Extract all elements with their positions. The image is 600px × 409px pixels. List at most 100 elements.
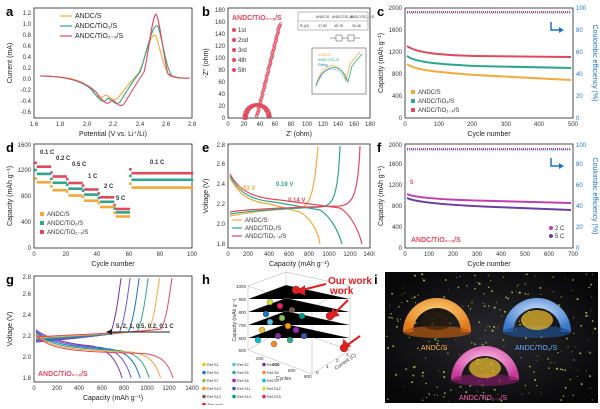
rate-point xyxy=(150,171,153,175)
rate-point xyxy=(54,181,58,185)
cycle-curve-andc xyxy=(406,63,572,81)
rate-point xyxy=(111,196,115,199)
literature-point xyxy=(286,336,294,344)
svg-text:40: 40 xyxy=(94,252,101,258)
eis-point xyxy=(273,40,278,45)
panel-h-xticks: 200 400 600 800 xyxy=(256,356,312,379)
svg-text:300: 300 xyxy=(472,252,483,258)
rate-point xyxy=(77,181,81,185)
svg-text:ANDC/S: ANDC/S xyxy=(75,13,102,20)
rate-point xyxy=(64,188,67,192)
svg-text:ANDC/TiO₂₋ₓ/S: ANDC/TiO₂₋ₓ/S xyxy=(350,15,375,19)
rate-point xyxy=(176,178,180,182)
rate-point xyxy=(120,215,123,218)
panel-e-annot-1: 0.23 V xyxy=(238,186,255,192)
svg-text:2.4: 2.4 xyxy=(23,313,32,319)
svg-text:1200: 1200 xyxy=(343,252,357,258)
eis-point xyxy=(266,69,271,73)
svg-text:120: 120 xyxy=(318,122,329,128)
rate-point xyxy=(52,188,56,192)
svg-text:900: 900 xyxy=(238,297,246,302)
gcd-rate-discharge xyxy=(35,334,174,379)
panel-f-legend: 2 C 5 C xyxy=(549,226,565,240)
rate-point xyxy=(155,171,158,175)
rate-point xyxy=(152,186,156,189)
sulfur-particle xyxy=(571,290,573,291)
rate-point xyxy=(48,181,52,184)
rate-point xyxy=(43,181,47,184)
rate-point xyxy=(113,203,116,207)
rate-point xyxy=(39,165,42,168)
panel-g-frame xyxy=(33,275,193,383)
panel-g-yticks: 1.8 2.0 2.2 2.4 2.6 2.8 xyxy=(23,275,32,382)
sulfur-particle xyxy=(564,277,566,279)
svg-text:0: 0 xyxy=(32,252,36,258)
sulfur-particle xyxy=(482,391,485,394)
svg-text:800: 800 xyxy=(392,204,403,210)
literature-point xyxy=(276,302,284,310)
svg-text:1000: 1000 xyxy=(236,284,247,289)
eis-point xyxy=(264,106,269,110)
legend-swatch xyxy=(262,394,266,399)
svg-text:400: 400 xyxy=(392,225,403,231)
rate-point xyxy=(81,189,85,192)
sulfur-particle xyxy=(479,343,481,345)
rate-point xyxy=(86,188,89,191)
sulfur-particle xyxy=(455,338,457,340)
rate-point xyxy=(104,196,108,199)
svg-text:1400: 1400 xyxy=(185,386,199,392)
rate-point xyxy=(57,188,60,192)
panel-c-yticks: 0 400 800 1200 1600 2000 xyxy=(389,6,403,122)
panel-g-letter: g xyxy=(6,272,14,287)
sulfur-particle xyxy=(399,318,402,321)
sphere-andc-label: ANDC/S xyxy=(421,345,448,352)
sulfur-particle xyxy=(585,273,588,275)
rate-point xyxy=(80,181,83,185)
rate-point xyxy=(118,215,121,218)
sulfur-particle xyxy=(518,320,521,323)
rate-point xyxy=(59,175,63,178)
sulfur-particle xyxy=(391,317,394,319)
literature-point xyxy=(274,332,282,340)
sulfur-particle xyxy=(502,276,505,278)
gcd-discharge-tio2 xyxy=(229,175,343,245)
panel-h-legend: Ref.S1 Ref.S2 Ref.S3 Ref.S4 Ref.S5 Ref.S6 Ref.… xyxy=(202,362,281,405)
legend-entry: Ref.S12 xyxy=(267,387,281,391)
rate-point xyxy=(88,199,92,202)
svg-text:120: 120 xyxy=(215,44,226,50)
sulfur-particle xyxy=(401,294,403,296)
svg-text:0.2: 0.2 xyxy=(23,66,32,72)
sphere-tio2-label: ANDC/TiO₂/S xyxy=(515,345,557,352)
panel-g-xticks: 0 200 400 600 800 1000 1200 1400 xyxy=(32,386,199,392)
legend-swatch xyxy=(202,394,206,399)
rate-point xyxy=(127,207,131,211)
rate-point xyxy=(73,194,76,197)
rate-point xyxy=(159,171,163,175)
rate-point xyxy=(171,178,175,182)
svg-text:2.6: 2.6 xyxy=(217,162,226,168)
svg-text:200: 200 xyxy=(448,252,459,258)
svg-text:200: 200 xyxy=(243,252,254,258)
rate-point xyxy=(131,186,134,189)
sulfur-particle xyxy=(448,289,449,291)
panel-e-ylabel: Voltage (V) xyxy=(203,179,210,214)
rate-point xyxy=(99,196,103,199)
sulfur-particle xyxy=(493,388,496,391)
svg-text:-0.6: -0.6 xyxy=(21,110,32,116)
panel-e-annot-2: 0.19 V xyxy=(276,182,293,188)
sulfur-particle xyxy=(466,284,468,287)
sulfur-particle xyxy=(523,274,525,276)
sulfur-particle xyxy=(474,287,476,290)
rate-point xyxy=(178,171,182,175)
svg-text:800: 800 xyxy=(21,194,32,200)
panel-h-yticks: 0 1 2 3 xyxy=(316,352,349,375)
rate-point xyxy=(104,205,108,209)
rate-point xyxy=(159,186,163,189)
eis-point xyxy=(268,59,272,63)
sulfur-particle xyxy=(539,286,542,289)
svg-text:140: 140 xyxy=(215,32,226,38)
rate-point xyxy=(167,178,170,182)
rate-point xyxy=(129,168,132,171)
sulfur-particle xyxy=(467,305,470,307)
rate-point xyxy=(174,178,177,182)
